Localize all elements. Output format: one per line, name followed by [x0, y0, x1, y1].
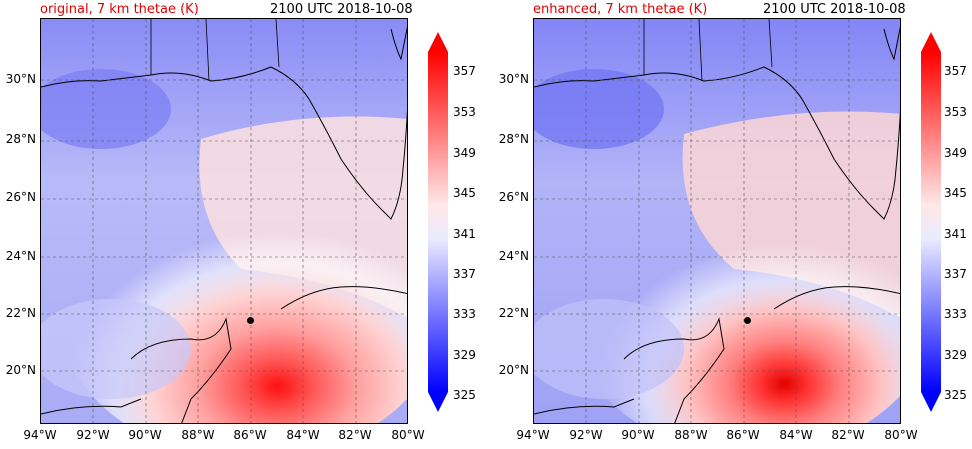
cool-region: [534, 299, 684, 399]
lon-label: 90°W: [621, 428, 655, 442]
map-canvas: [41, 19, 407, 423]
lat-label: 28°N: [498, 132, 529, 146]
lon-label: 92°W: [76, 428, 110, 442]
gulf-coastline: [41, 66, 407, 220]
lat-label: 28°N: [5, 132, 36, 146]
lon-label: 82°W: [831, 428, 865, 442]
gulf-coastline: [534, 66, 900, 220]
lat-label: 26°N: [5, 190, 36, 204]
colorbar-label: 333: [944, 307, 967, 321]
lat-label: 20°N: [5, 363, 36, 377]
atlantic-coastline: [883, 26, 900, 61]
colorbar-label: 325: [453, 388, 476, 402]
cold-region: [41, 69, 171, 149]
colorbar-label: 357: [453, 64, 476, 78]
lon-label: 84°W: [286, 428, 320, 442]
colorbar-label: 349: [944, 146, 967, 160]
cool-region: [41, 299, 191, 399]
lon-label: 88°W: [181, 428, 215, 442]
lon-label: 92°W: [569, 428, 603, 442]
lat-label: 26°N: [498, 190, 529, 204]
lon-label: 94°W: [23, 428, 57, 442]
colorbar-label: 345: [944, 186, 967, 200]
lat-label: 30°N: [5, 72, 36, 86]
lat-label: 30°N: [498, 72, 529, 86]
colorbar-label: 337: [453, 267, 476, 281]
lat-label: 22°N: [5, 306, 36, 320]
colorbar-label: 353: [944, 105, 967, 119]
state-borders: [643, 19, 773, 82]
right-panel: enhanced, 7 km thetae (K) 2100 UTC 2018-…: [486, 0, 972, 449]
lon-label: 82°W: [338, 428, 372, 442]
lon-label: 84°W: [779, 428, 813, 442]
left-panel: original, 7 km thetae (K) 2100 UTC 2018-…: [5, 2, 476, 442]
colorbar-label: 345: [453, 186, 476, 200]
cuba-coastline: [280, 286, 407, 310]
lat-label: 22°N: [498, 306, 529, 320]
lat-label: 24°N: [5, 249, 36, 263]
colorbar-label: 341: [944, 227, 967, 241]
panel-timestamp: 2100 UTC 2018-10-08: [763, 2, 906, 17]
lon-label: 86°W: [726, 428, 760, 442]
yucatan-coastline: [623, 317, 725, 423]
colorbar: [921, 32, 941, 412]
colorbar-label: 341: [453, 227, 476, 241]
panel-timestamp: 2100 UTC 2018-10-08: [270, 2, 413, 17]
state-borders: [150, 19, 280, 82]
storm-center-marker: [744, 317, 751, 324]
colorbar-label: 329: [944, 348, 967, 362]
lon-label: 86°W: [233, 428, 267, 442]
colorbar-label: 349: [453, 146, 476, 160]
mexico-coastline: [534, 398, 635, 415]
graticule: [41, 19, 407, 423]
lon-label: 80°W: [391, 428, 425, 442]
lat-label: 20°N: [498, 363, 529, 377]
panel-title: enhanced, 7 km thetae (K): [533, 2, 708, 17]
colorbar-label: 357: [944, 64, 967, 78]
colorbar-label: 329: [453, 348, 476, 362]
yucatan-coastline: [130, 317, 232, 423]
lon-label: 88°W: [674, 428, 708, 442]
colorbar-label: 333: [453, 307, 476, 321]
graticule: [534, 19, 900, 423]
colorbar: [428, 32, 448, 412]
map-canvas: [534, 19, 900, 423]
mexico-coastline: [41, 398, 142, 415]
storm-center-marker: [247, 317, 254, 324]
thetae-map-original: [40, 18, 408, 424]
lon-label: 80°W: [884, 428, 918, 442]
colorbar-label: 325: [944, 388, 967, 402]
lon-label: 90°W: [128, 428, 162, 442]
panel-title: original, 7 km thetae (K): [40, 2, 199, 17]
thetae-map-enhanced: [533, 18, 901, 424]
colorbar-label: 337: [944, 267, 967, 281]
atlantic-coastline: [390, 26, 407, 61]
cuba-coastline: [773, 286, 900, 310]
cold-region: [534, 69, 664, 149]
colorbar-label: 353: [453, 105, 476, 119]
lon-label: 94°W: [516, 428, 550, 442]
lat-label: 24°N: [498, 249, 529, 263]
